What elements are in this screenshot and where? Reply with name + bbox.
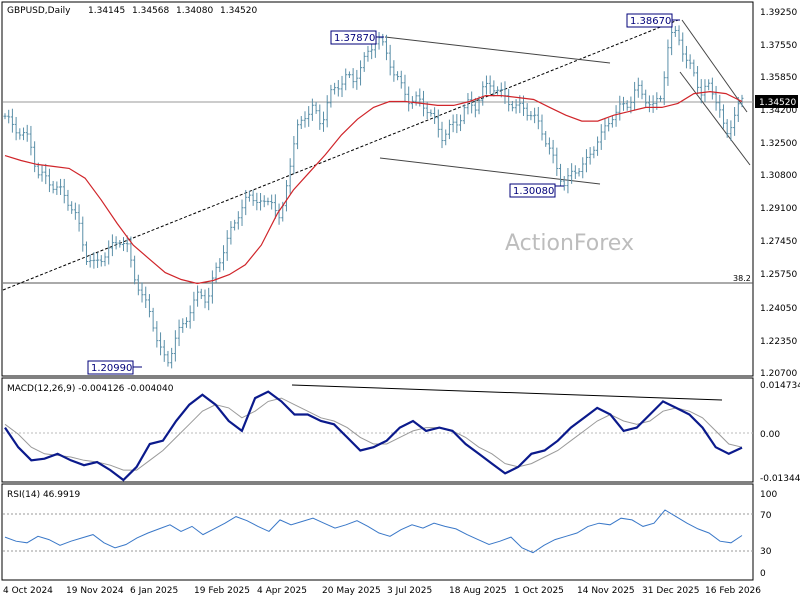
y-tick-label: 1.30800 bbox=[760, 171, 797, 181]
price-panel-title: GBPUSD,Daily bbox=[7, 6, 71, 16]
y-tick-label: 1.34200 bbox=[760, 106, 797, 116]
y-tick-label: 1.24050 bbox=[760, 304, 797, 314]
price-panel-frame bbox=[1, 1, 754, 377]
price-y-axis: 1.39250 1.37550 1.35850 1.34200 1.32500 … bbox=[760, 8, 797, 379]
rsi-y-tick-label: 100 bbox=[760, 490, 777, 500]
ohlc-low: 1.34080 bbox=[176, 6, 213, 16]
rsi-y-axis: 100 70 30 0 bbox=[760, 490, 777, 579]
x-tick-label: 3 Jul 2025 bbox=[387, 586, 432, 596]
x-tick-label: 19 Feb 2025 bbox=[194, 586, 250, 596]
moving-average bbox=[4, 90, 743, 285]
x-tick-label: 4 Oct 2024 bbox=[3, 586, 53, 596]
x-tick-label: 18 Aug 2025 bbox=[449, 586, 507, 596]
rsi-y-tick-label: 0 bbox=[760, 569, 766, 579]
y-tick-label: 1.22350 bbox=[760, 337, 797, 347]
ohlc-high: 1.34568 bbox=[132, 6, 169, 16]
x-tick-label: 1 Oct 2025 bbox=[514, 586, 564, 596]
macd-lines bbox=[4, 390, 743, 482]
y-tick-label: 1.27450 bbox=[760, 237, 797, 247]
ohlc-open: 1.34145 bbox=[88, 6, 125, 16]
x-tick-label: 6 Jan 2025 bbox=[130, 586, 178, 596]
x-tick-label: 14 Nov 2025 bbox=[577, 586, 635, 596]
channel-upper-b bbox=[681, 19, 748, 113]
y-tick-label: 1.32500 bbox=[760, 139, 797, 149]
y-tick-label: 1.20700 bbox=[760, 369, 797, 379]
channel-lower-a bbox=[379, 157, 601, 185]
ohlc-close: 1.34520 bbox=[220, 6, 257, 16]
fib-38-2-label: 38.2 bbox=[733, 274, 751, 283]
callout-text: 1.20990 bbox=[91, 363, 132, 374]
macd-y-tick-label: -0.013442 bbox=[760, 474, 800, 484]
macd-signal-line bbox=[4, 397, 743, 471]
x-tick-label: 20 May 2025 bbox=[322, 586, 381, 596]
macd-y-tick-label: 0.014734 bbox=[760, 381, 800, 391]
x-tick-label: 4 Apr 2025 bbox=[257, 586, 307, 596]
rsi-y-tick-label: 70 bbox=[760, 511, 772, 521]
callout-text: 1.30080 bbox=[513, 186, 554, 197]
y-tick-label: 1.37550 bbox=[760, 41, 797, 51]
watermark: ActionForex bbox=[505, 231, 634, 256]
macd-panel-title: MACD(12,26,9) -0.004126 -0.004040 bbox=[7, 384, 174, 394]
x-tick-label: 16 Feb 2026 bbox=[705, 586, 761, 596]
macd-y-axis: 0.014734 0.00 -0.013442 bbox=[760, 381, 800, 484]
rsi-series-line bbox=[4, 509, 743, 554]
current-price-label: 1.34520 bbox=[759, 98, 796, 108]
rsi-line bbox=[4, 509, 743, 554]
channel-lower-b bbox=[679, 71, 751, 166]
y-tick-label: 1.35850 bbox=[760, 73, 797, 83]
macd-panel-frame bbox=[1, 377, 754, 483]
rsi-y-tick-label: 30 bbox=[760, 547, 772, 557]
channel-upper-a bbox=[384, 36, 611, 64]
macd-trendline bbox=[291, 384, 723, 401]
macd-y-tick-label: 0.00 bbox=[760, 430, 780, 440]
callout-text: 1.38670 bbox=[630, 16, 671, 27]
x-tick-label: 19 Nov 2024 bbox=[66, 586, 124, 596]
rsi-panel-title: RSI(14) 46.9919 bbox=[7, 490, 80, 500]
callout-text: 1.37870 bbox=[334, 33, 375, 44]
callout-1-30080: 1.30080 bbox=[509, 183, 564, 198]
ma-line bbox=[4, 90, 743, 285]
y-tick-label: 1.29100 bbox=[760, 204, 797, 214]
current-price-box bbox=[755, 95, 798, 108]
long-term-trendline bbox=[2, 19, 679, 291]
callout-1-38670: 1.38670 bbox=[626, 13, 680, 28]
callout-box bbox=[509, 183, 556, 198]
x-axis: 4 Oct 2024 19 Nov 2024 6 Jan 2025 19 Feb… bbox=[3, 586, 761, 596]
callout-1-37870: 1.37870 bbox=[330, 30, 384, 45]
rsi-panel-frame bbox=[1, 483, 754, 581]
callout-1-20990: 1.20990 bbox=[87, 360, 142, 375]
x-tick-label: 31 Dec 2025 bbox=[642, 586, 700, 596]
y-tick-label: 1.25750 bbox=[760, 270, 797, 280]
y-tick-label: 1.39250 bbox=[760, 8, 797, 18]
macd-main-line bbox=[4, 390, 743, 482]
